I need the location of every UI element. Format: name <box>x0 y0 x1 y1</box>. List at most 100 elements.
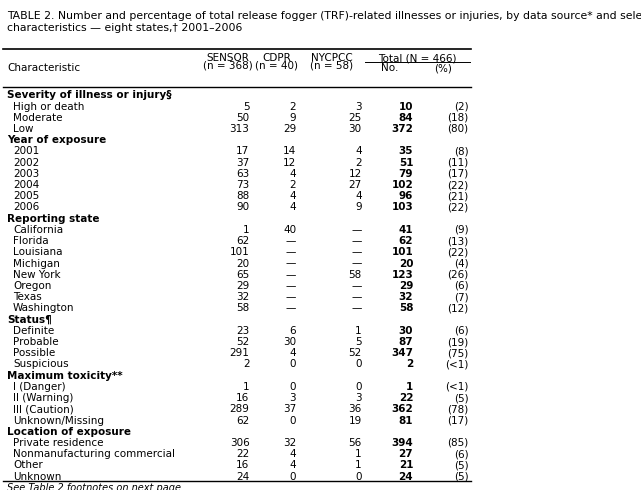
Text: Private residence: Private residence <box>13 438 104 448</box>
Text: Year of exposure: Year of exposure <box>8 135 106 145</box>
Text: Other: Other <box>13 461 43 470</box>
Text: 1: 1 <box>355 326 362 336</box>
Text: —: — <box>351 236 362 246</box>
Text: (13): (13) <box>447 236 469 246</box>
Text: 22: 22 <box>399 393 413 403</box>
Text: 313: 313 <box>229 124 249 134</box>
Text: 0: 0 <box>290 360 296 369</box>
Text: 52: 52 <box>236 337 249 347</box>
Text: (7): (7) <box>454 292 469 302</box>
Text: Texas: Texas <box>13 292 42 302</box>
Text: 394: 394 <box>392 438 413 448</box>
Text: CDPR: CDPR <box>262 53 291 63</box>
Text: TABLE 2. Number and percentage of total release fogger (TRF)-related illnesses o: TABLE 2. Number and percentage of total … <box>8 11 641 33</box>
Text: (6): (6) <box>454 281 469 291</box>
Text: 9: 9 <box>290 113 296 123</box>
Text: 30: 30 <box>399 326 413 336</box>
Text: 2: 2 <box>290 101 296 112</box>
Text: (85): (85) <box>447 438 469 448</box>
Text: (n = 58): (n = 58) <box>310 60 353 70</box>
Text: 20: 20 <box>237 259 249 269</box>
Text: 372: 372 <box>392 124 413 134</box>
Text: 23: 23 <box>236 326 249 336</box>
Text: I (Danger): I (Danger) <box>13 382 65 392</box>
Text: 0: 0 <box>355 471 362 482</box>
Text: 62: 62 <box>236 236 249 246</box>
Text: Louisiana: Louisiana <box>13 247 63 257</box>
Text: 16: 16 <box>236 461 249 470</box>
Text: (<1): (<1) <box>445 382 469 392</box>
Text: See Table 2 footnotes on next page.: See Table 2 footnotes on next page. <box>8 484 185 490</box>
Text: 2005: 2005 <box>13 191 39 201</box>
Text: 73: 73 <box>236 180 249 190</box>
Text: —: — <box>286 292 296 302</box>
Text: (17): (17) <box>447 416 469 425</box>
Text: Unknown/Missing: Unknown/Missing <box>13 416 104 425</box>
Text: 1: 1 <box>243 225 249 235</box>
Text: II (Warning): II (Warning) <box>13 393 74 403</box>
Text: (<1): (<1) <box>445 360 469 369</box>
Text: 19: 19 <box>349 416 362 425</box>
Text: 6: 6 <box>290 326 296 336</box>
Text: Characteristic: Characteristic <box>8 63 81 73</box>
Text: High or death: High or death <box>13 101 85 112</box>
Text: 3: 3 <box>290 393 296 403</box>
Text: —: — <box>286 270 296 280</box>
Text: 63: 63 <box>236 169 249 179</box>
Text: Definite: Definite <box>13 326 54 336</box>
Text: 2: 2 <box>243 360 249 369</box>
Text: —: — <box>351 281 362 291</box>
Text: Suspicious: Suspicious <box>13 360 69 369</box>
Text: (22): (22) <box>447 180 469 190</box>
Text: 25: 25 <box>349 113 362 123</box>
Text: Unknown: Unknown <box>13 471 62 482</box>
Text: Maximum toxicity**: Maximum toxicity** <box>8 371 123 381</box>
Text: 16: 16 <box>236 393 249 403</box>
Text: 27: 27 <box>399 449 413 459</box>
Text: 4: 4 <box>290 461 296 470</box>
Text: New York: New York <box>13 270 61 280</box>
Text: (17): (17) <box>447 169 469 179</box>
Text: 12: 12 <box>349 169 362 179</box>
Text: 101: 101 <box>229 247 249 257</box>
Text: 88: 88 <box>236 191 249 201</box>
Text: 58: 58 <box>399 303 413 314</box>
Text: 0: 0 <box>290 416 296 425</box>
Text: 0: 0 <box>290 471 296 482</box>
Text: Probable: Probable <box>13 337 59 347</box>
Text: 32: 32 <box>399 292 413 302</box>
Text: Status¶: Status¶ <box>8 315 52 324</box>
Text: Florida: Florida <box>13 236 49 246</box>
Text: 2001: 2001 <box>13 147 39 156</box>
Text: 62: 62 <box>399 236 413 246</box>
Text: (78): (78) <box>447 404 469 415</box>
Text: Oregon: Oregon <box>13 281 51 291</box>
Text: 40: 40 <box>283 225 296 235</box>
Text: 306: 306 <box>229 438 249 448</box>
Text: Reporting state: Reporting state <box>8 214 100 224</box>
Text: Washington: Washington <box>13 303 74 314</box>
Text: 21: 21 <box>399 461 413 470</box>
Text: 4: 4 <box>290 169 296 179</box>
Text: (n = 40): (n = 40) <box>255 60 298 70</box>
Text: (75): (75) <box>447 348 469 358</box>
Text: 37: 37 <box>236 158 249 168</box>
Text: (9): (9) <box>454 225 469 235</box>
Text: (6): (6) <box>454 326 469 336</box>
Text: 4: 4 <box>355 191 362 201</box>
Text: Moderate: Moderate <box>13 113 63 123</box>
Text: 5: 5 <box>243 101 249 112</box>
Text: (2): (2) <box>454 101 469 112</box>
Text: 52: 52 <box>349 348 362 358</box>
Text: 4: 4 <box>355 147 362 156</box>
Text: (18): (18) <box>447 113 469 123</box>
Text: 2: 2 <box>406 360 413 369</box>
Text: 1: 1 <box>406 382 413 392</box>
Text: Possible: Possible <box>13 348 55 358</box>
Text: 24: 24 <box>399 471 413 482</box>
Text: (12): (12) <box>447 303 469 314</box>
Text: Nonmanufacturing commercial: Nonmanufacturing commercial <box>13 449 175 459</box>
Text: 123: 123 <box>392 270 413 280</box>
Text: 79: 79 <box>399 169 413 179</box>
Text: (4): (4) <box>454 259 469 269</box>
